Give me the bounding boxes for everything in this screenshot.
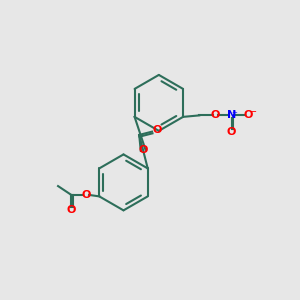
Text: O: O xyxy=(67,205,76,214)
Text: O: O xyxy=(152,125,162,135)
Text: O: O xyxy=(243,110,253,120)
Text: O: O xyxy=(81,190,91,200)
Text: O: O xyxy=(138,146,148,155)
Text: −: − xyxy=(249,107,257,118)
Text: +: + xyxy=(231,110,237,116)
Text: O: O xyxy=(211,110,220,120)
Text: O: O xyxy=(227,127,236,136)
Text: N: N xyxy=(227,110,236,120)
